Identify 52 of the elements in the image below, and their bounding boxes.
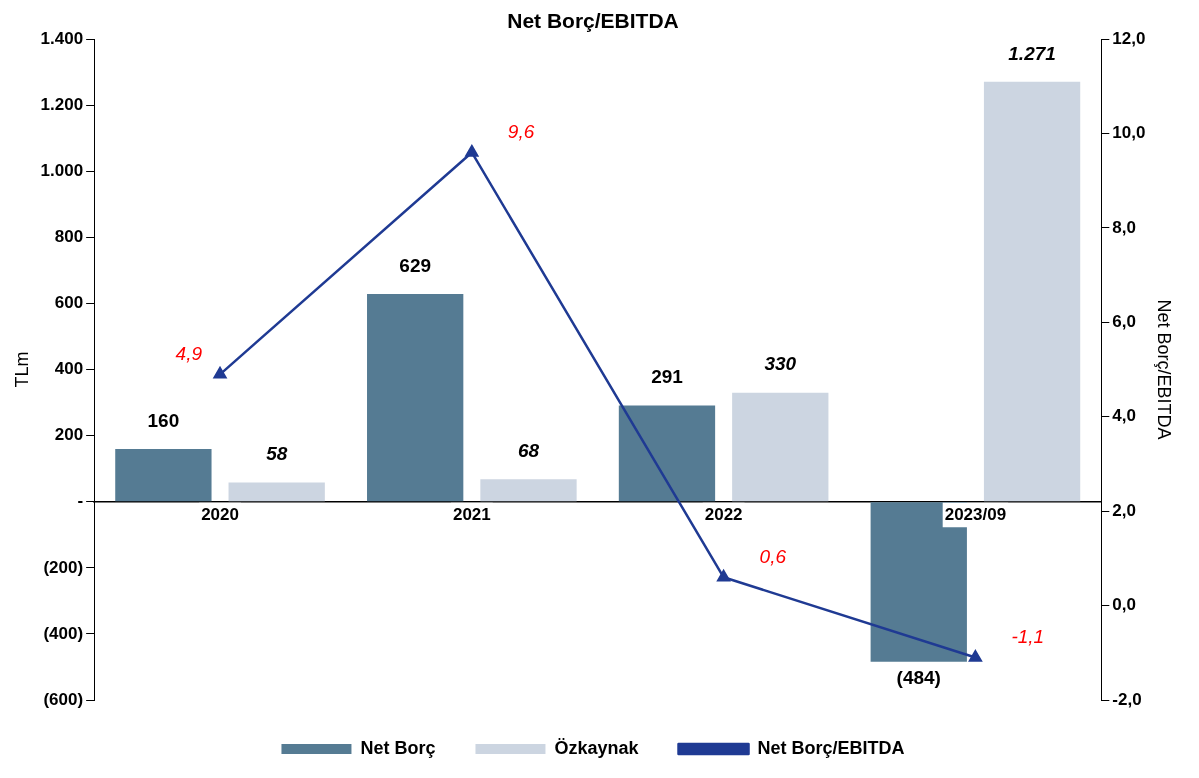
y-tick-label: 1.400 (40, 28, 84, 48)
data-label: 58 (266, 443, 288, 465)
data-label: -1,1 (1011, 626, 1045, 648)
point (465, 145, 479, 157)
bar (983, 81, 1081, 502)
bar (367, 293, 464, 502)
data-label: 629 (399, 254, 432, 276)
y-tick-label: 1.200 (40, 94, 84, 114)
y2-tick-label: -2,0 (1112, 689, 1142, 709)
data-label: 1.271 (1008, 42, 1056, 64)
x-tick-label: 2020 (201, 504, 239, 524)
chart-title: Net Borç/EBITDA (507, 9, 679, 33)
data-label: (484) (896, 667, 941, 689)
legend-label: Net Borç/EBITDA (757, 737, 905, 758)
y2-tick-label: 2,0 (1112, 500, 1136, 520)
bar (228, 482, 325, 502)
y-tick-label: 800 (54, 227, 84, 247)
x-tick-label: 2023/09 (944, 504, 1007, 524)
y-tick-label: (400) (43, 623, 84, 643)
data-label: 160 (147, 409, 180, 431)
y-tick-label: 600 (54, 293, 84, 313)
y-tick-label: (600) (43, 689, 84, 709)
data-label: 291 (651, 366, 684, 388)
x-tick-label: 2021 (452, 504, 491, 524)
data-label: 330 (764, 353, 797, 375)
point (717, 570, 731, 582)
data-label: 68 (517, 440, 540, 462)
bar (732, 392, 829, 502)
point (968, 650, 982, 662)
y-tick-label: 200 (54, 425, 84, 445)
y2-tick-label: 4,0 (1112, 406, 1136, 426)
y-tick-label: (200) (43, 557, 84, 577)
y2-tick-label: 8,0 (1112, 217, 1136, 237)
y-tick-label: - (77, 491, 84, 511)
y-tick-label: 1.000 (40, 161, 84, 181)
x-tick-label: 2022 (704, 504, 743, 524)
y2-tick-label: 12,0 (1112, 28, 1146, 48)
data-label: 4,9 (175, 343, 203, 365)
legend-label: Özkaynak (554, 737, 640, 758)
bar (618, 405, 716, 502)
y2-tick-label: 10,0 (1112, 123, 1146, 143)
y2-tick-label: 0,0 (1112, 595, 1136, 615)
y-axis-title: TLm (11, 351, 32, 388)
y-tick-label: 400 (54, 359, 84, 379)
data-label: 9,6 (507, 121, 535, 143)
y2-axis-title: Net Borç/EBITDA (1154, 299, 1175, 440)
bar (115, 448, 212, 502)
legend-label: Net Borç (360, 737, 436, 758)
point (213, 367, 227, 379)
y2-tick-label: 6,0 (1112, 312, 1136, 332)
bar (480, 479, 577, 502)
data-label: 0,6 (759, 546, 787, 568)
